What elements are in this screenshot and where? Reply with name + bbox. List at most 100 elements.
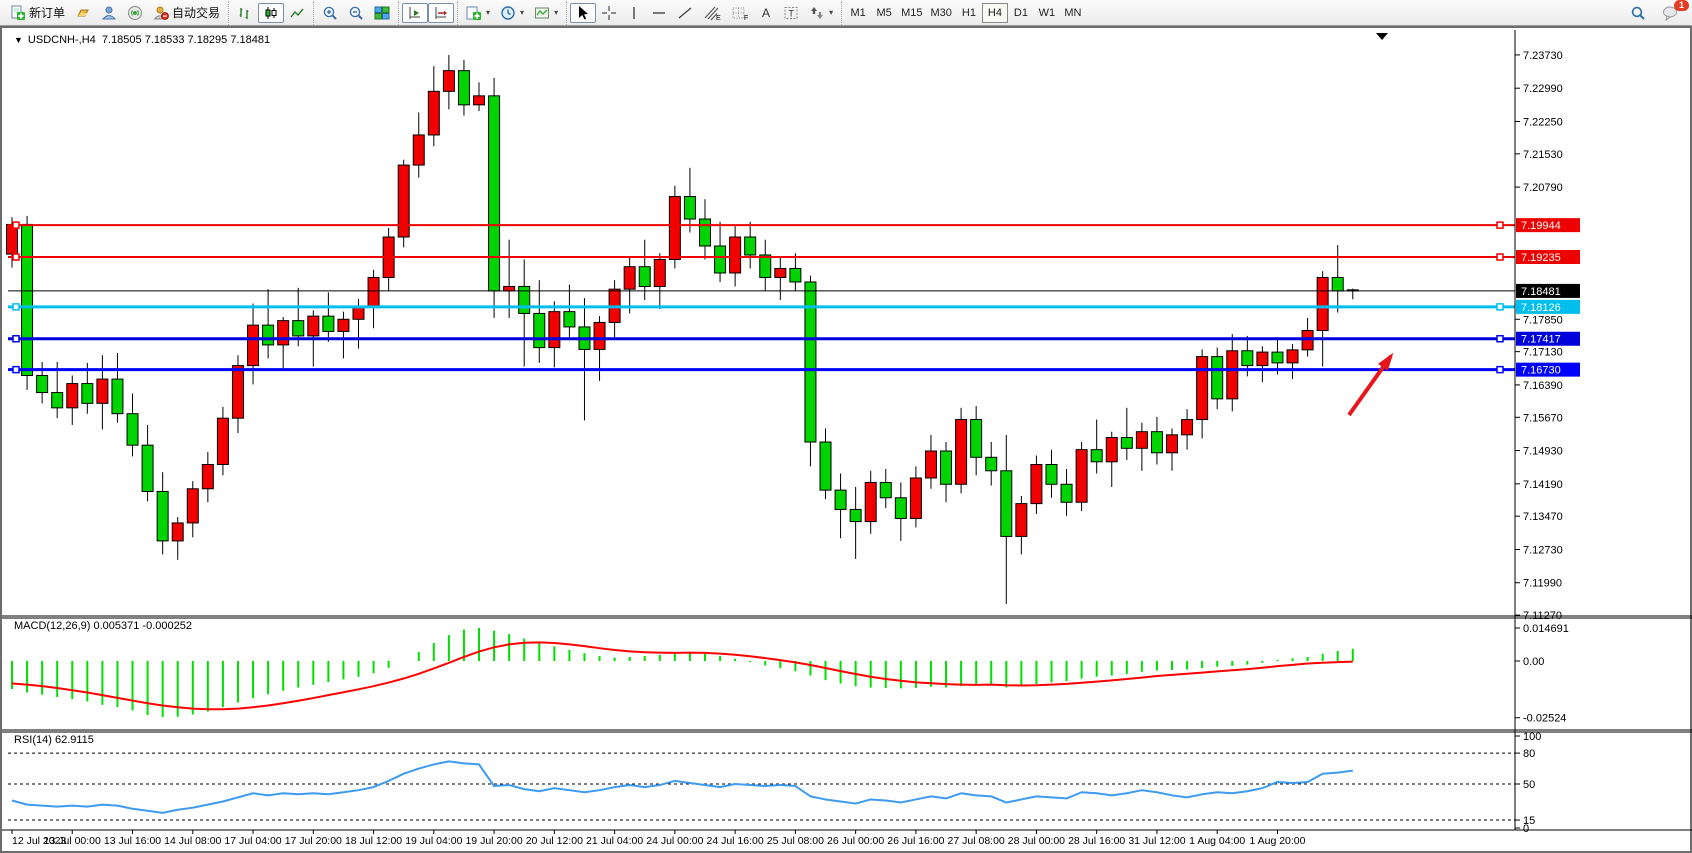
candle-down (819, 441, 832, 491)
crosshair-button[interactable] (596, 3, 622, 23)
candle-down (985, 456, 998, 472)
shapes-dropdown-button[interactable]: ▾ (804, 3, 838, 23)
price-tick-label: 7.14190 (1523, 479, 1563, 491)
rsi-axis-label: 100 (1523, 731, 1541, 743)
candle-down (804, 281, 817, 443)
chart-shift-button[interactable] (402, 2, 429, 23)
trendline-button[interactable] (672, 3, 698, 23)
timeframe-m15-button[interactable]: M15 (897, 3, 926, 23)
chart-dropdown-icon[interactable]: ▼ (14, 35, 23, 45)
price-tick-label: 7.12730 (1523, 544, 1563, 556)
price-tick-label: 7.11990 (1523, 578, 1562, 590)
chart-canvas[interactable]: 7.23730 7.22990 7.22250 7.21530 7.20790 7.178… (2, 28, 1692, 853)
rsi-axis-label: 80 (1523, 748, 1535, 760)
chart-shift-marker[interactable] (1376, 33, 1388, 40)
timeframe-mn-button[interactable]: MN (1060, 3, 1086, 23)
timeframe-h1-button[interactable]: H1 (956, 3, 982, 23)
line-drag-handle[interactable] (1496, 303, 1504, 311)
vertical-line-button[interactable] (622, 3, 646, 23)
candle-up (231, 365, 244, 419)
candle-down (759, 254, 772, 278)
grid-button[interactable]: F (726, 3, 754, 23)
tile-windows-button[interactable] (369, 3, 395, 23)
line-chart-button[interactable] (284, 3, 310, 23)
price-line-label-box (1516, 218, 1580, 233)
line-drag-handle[interactable] (12, 365, 20, 374)
candle-down (563, 311, 576, 328)
indicators-icon (466, 5, 482, 21)
time-tick-label: 24 Jul 00:00 (646, 835, 703, 847)
macd-axis-label: 0.00 (1523, 656, 1544, 668)
broadcast-icon (127, 5, 143, 21)
indicators-dropdown-button[interactable]: ▾ (461, 3, 495, 23)
candle-down (1331, 276, 1344, 292)
chat-button[interactable]: 1 (1657, 0, 1689, 23)
search-button[interactable] (1625, 3, 1651, 23)
candle-down (126, 413, 139, 446)
line-drag-handle[interactable] (1496, 253, 1504, 261)
candle-down (21, 223, 34, 376)
text-label-button[interactable]: T (778, 3, 804, 23)
line-drag-handle[interactable] (1496, 334, 1504, 343)
line-drag-handle[interactable] (1496, 365, 1504, 374)
line-drag-handle[interactable] (12, 334, 20, 343)
fibonacci-button[interactable]: E (698, 3, 726, 23)
new-order-icon (10, 5, 26, 21)
chat-bubble-icon (1662, 5, 1679, 21)
timeframe-d1-button[interactable]: D1 (1008, 3, 1034, 23)
candle-up (955, 419, 968, 485)
zoom-out-button[interactable] (343, 3, 369, 23)
line-drag-handle[interactable] (12, 253, 20, 261)
cursor-button[interactable] (570, 2, 597, 23)
profile-button[interactable] (96, 3, 122, 23)
main-toolbar: 新订单 自动交易 (0, 0, 1692, 26)
text-button[interactable]: A (754, 3, 778, 23)
candle-up (1105, 437, 1118, 463)
line-drag-handle[interactable] (1496, 221, 1504, 229)
candle-down (1090, 449, 1103, 463)
time-tick-label: 1 Aug 04:00 (1189, 835, 1245, 847)
auto-trading-label: 自动交易 (172, 6, 221, 20)
time-tick-label: 31 Jul 12:00 (1128, 835, 1185, 847)
chart-window: 7.23730 7.22990 7.22250 7.21530 7.20790 7.178… (0, 26, 1692, 853)
time-tick-label: 18 Jul 12:00 (345, 835, 402, 847)
zoom-in-button[interactable] (317, 3, 343, 23)
horizontal-line-button[interactable] (646, 3, 672, 23)
price-tick-label: 7.16390 (1523, 380, 1563, 392)
guide-button[interactable] (70, 3, 96, 23)
candle-up (216, 417, 229, 465)
auto-scroll-button[interactable] (428, 2, 455, 23)
candle-up (337, 318, 350, 332)
toolbar-group-objects: E F A T ▾ (566, 0, 841, 25)
candle-up (1316, 276, 1329, 332)
candle-up (277, 320, 290, 346)
candle-down (894, 497, 907, 519)
periods-dropdown-button[interactable]: ▾ (495, 3, 529, 23)
bar-chart-button[interactable] (232, 3, 258, 23)
timeframe-m5-button[interactable]: M5 (871, 3, 897, 23)
toolbar-group-chart-type (228, 0, 313, 25)
line-drag-handle[interactable] (12, 303, 20, 311)
candlestick-chart-button[interactable] (258, 2, 285, 23)
time-tick-label: 24 Jul 16:00 (707, 835, 764, 847)
new-order-button[interactable]: 新订单 (5, 3, 70, 23)
line-drag-handle[interactable] (12, 221, 20, 229)
timeframe-w1-button[interactable]: W1 (1034, 3, 1060, 23)
auto-trading-button[interactable]: 自动交易 (148, 3, 225, 23)
candle-up (397, 164, 410, 238)
timeframe-h4-button[interactable]: H4 (981, 2, 1008, 23)
timeframe-m1-button[interactable]: M1 (845, 3, 871, 23)
rsi-axis-label: 50 (1523, 779, 1535, 791)
signals-button[interactable] (122, 3, 148, 23)
time-tick-label: 1 Aug 20:00 (1249, 835, 1305, 847)
templates-dropdown-button[interactable]: ▾ (529, 3, 563, 23)
toolbar-right: 1 (1625, 0, 1692, 23)
price-axis[interactable]: 7.23730 7.22990 7.22250 7.21530 7.20790 7.178… (1514, 30, 1580, 830)
candle-down (970, 419, 983, 458)
candle-down (1150, 431, 1163, 454)
candle-up (412, 134, 425, 166)
annotation-arrow[interactable] (1347, 352, 1394, 417)
timeframe-m30-button[interactable]: M30 (927, 3, 956, 23)
